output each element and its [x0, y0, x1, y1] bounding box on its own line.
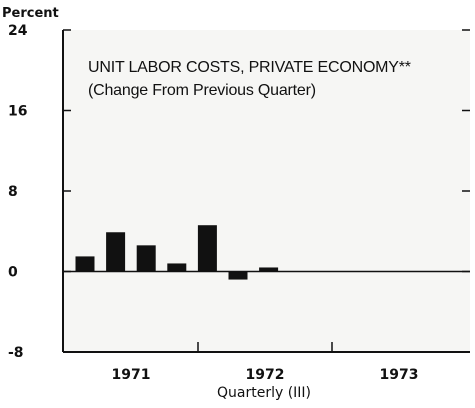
x-tick-label-2: 1973: [380, 367, 419, 383]
y-tick-label-4: -8: [8, 345, 24, 361]
y-tick-label-1: 16: [8, 104, 27, 120]
y-tick-label-0: 24: [8, 23, 28, 39]
bar-0: [75, 256, 95, 272]
x-tick-label-0: 1971: [112, 367, 151, 383]
x-ticks: 1971 1972 1973: [112, 342, 419, 383]
bar-3: [167, 263, 187, 272]
chart-title: UNIT LABOR COSTS, PRIVATE ECONOMY**: [88, 59, 411, 76]
bar-4: [197, 225, 217, 272]
bars: [75, 225, 279, 280]
y-tick-label-2: 8: [8, 184, 18, 200]
plot-area: [63, 30, 470, 352]
y-tick-label-3: 0: [8, 265, 18, 281]
chart-subtitle: (Change From Previous Quarter): [88, 82, 316, 99]
y-axis-label: Percent: [2, 6, 59, 21]
bar-5: [228, 271, 248, 280]
bar-1: [106, 232, 126, 272]
axes: [62, 30, 470, 353]
x-axis-label: Quarterly (III): [217, 385, 311, 401]
bar-6: [259, 267, 279, 272]
x-tick-label-1: 1972: [246, 367, 285, 383]
bar-2: [136, 245, 156, 272]
